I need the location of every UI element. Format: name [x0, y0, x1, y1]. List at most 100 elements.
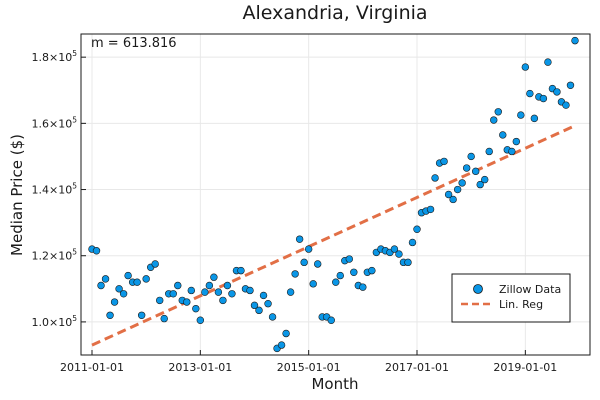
- data-point: [390, 245, 399, 253]
- data-point: [137, 311, 146, 319]
- data-point: [562, 101, 570, 109]
- data-point: [571, 36, 579, 45]
- data-point: [210, 273, 218, 281]
- data-point: [404, 258, 412, 267]
- y-tick-label: 1.0×105: [32, 314, 78, 329]
- data-point: [350, 268, 358, 276]
- data-point: [471, 167, 480, 176]
- data-point: [508, 147, 516, 156]
- data-point: [462, 164, 471, 172]
- data-point: [201, 288, 209, 296]
- y-tick-label: 1.8×105: [32, 49, 78, 64]
- data-point: [115, 285, 123, 293]
- data-point: [395, 250, 403, 258]
- data-point: [97, 281, 105, 290]
- data-point: [458, 179, 466, 187]
- y-axis-ticks: 1.0×105 1.2×105 1.4×105 1.6×105 1.8×105: [32, 49, 86, 329]
- data-point: [124, 271, 132, 280]
- data-point: [481, 175, 489, 184]
- data-point: [169, 290, 177, 298]
- data-point: [485, 147, 493, 156]
- data-point: [277, 341, 286, 349]
- data-point: [223, 281, 232, 290]
- x-tick-label: 2015-01-01: [277, 361, 341, 374]
- data-point: [499, 131, 507, 139]
- data-point: [250, 301, 259, 310]
- data-point: [92, 247, 101, 255]
- regression-line: [91, 124, 576, 347]
- x-tick-label: 2011-01-01: [60, 361, 124, 374]
- data-point: [237, 266, 245, 275]
- data-point: [368, 266, 376, 275]
- data-point: [286, 288, 295, 296]
- data-point: [133, 278, 141, 286]
- x-tick-label: 2019-01-01: [493, 361, 557, 374]
- data-point: [142, 275, 150, 283]
- data-point: [106, 311, 114, 319]
- data-point: [295, 235, 304, 243]
- data-point: [512, 137, 521, 146]
- legend-label-scatter: Zillow Data: [499, 283, 561, 296]
- data-point: [449, 195, 457, 204]
- data-point: [268, 313, 277, 321]
- x-axis-title: Month: [311, 375, 358, 393]
- data-point: [440, 157, 448, 166]
- y-axis-title: Median Price ($): [8, 134, 26, 256]
- plot-frame: [80, 33, 591, 356]
- data-point: [282, 329, 290, 338]
- data-point: [219, 296, 227, 305]
- data-point: [160, 314, 168, 323]
- data-point: [309, 280, 317, 288]
- legend: Zillow Data Lin. Reg: [451, 273, 571, 323]
- data-point: [196, 316, 205, 324]
- data-point: [553, 88, 561, 96]
- chart-title: Alexandria, Virginia: [242, 2, 427, 24]
- data-point: [490, 116, 498, 124]
- data-point: [187, 286, 196, 295]
- data-point: [530, 114, 539, 123]
- data-point: [521, 63, 530, 71]
- data-point: [156, 296, 164, 305]
- data-point: [566, 81, 575, 89]
- regression-layer: [91, 124, 576, 347]
- data-point: [444, 190, 453, 199]
- x-tick-label: 2017-01-01: [385, 361, 449, 374]
- data-point: [359, 283, 367, 291]
- data-point: [228, 290, 236, 298]
- data-point: [426, 205, 435, 214]
- data-point: [453, 185, 462, 194]
- data-point: [413, 225, 421, 233]
- data-point: [183, 298, 191, 306]
- slope-annotation: m = 613.816: [91, 36, 177, 51]
- data-point: [119, 290, 128, 298]
- data-point: [264, 300, 272, 308]
- data-point: [214, 288, 223, 296]
- data-point: [205, 281, 214, 290]
- data-point: [291, 270, 299, 278]
- data-point: [476, 180, 484, 189]
- data-point: [110, 298, 119, 306]
- data-point: [332, 278, 340, 286]
- scatter-points: [88, 36, 579, 353]
- legend-marker-scatter: [473, 284, 483, 294]
- data-point: [304, 245, 313, 253]
- data-point: [101, 275, 110, 283]
- data-point: [151, 260, 159, 268]
- legend-label-regression: Lin. Reg: [499, 298, 543, 311]
- data-point: [327, 316, 335, 324]
- y-tick-label: 1.6×105: [32, 115, 78, 130]
- data-point: [336, 271, 344, 280]
- data-point: [494, 108, 502, 116]
- y-tick-label: 1.4×105: [32, 182, 78, 197]
- data-point: [345, 255, 353, 263]
- data-point: [408, 238, 417, 247]
- data-point: [174, 281, 182, 290]
- data-point: [300, 258, 308, 267]
- data-point: [539, 94, 548, 103]
- x-axis-ticks: 2011-01-01 2013-01-01 2015-01-01 2017-01-01…: [60, 350, 557, 374]
- data-point: [544, 58, 552, 66]
- data-point: [467, 152, 475, 161]
- data-point: [246, 286, 254, 295]
